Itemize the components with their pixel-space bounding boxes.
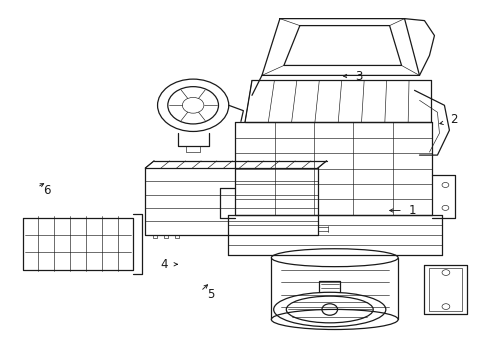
- Bar: [174, 235, 179, 238]
- Text: 6: 6: [43, 184, 51, 197]
- Bar: [152, 235, 157, 238]
- Bar: [428, 268, 462, 311]
- Bar: [163, 235, 168, 238]
- Text: 2: 2: [449, 113, 457, 126]
- Text: 3: 3: [355, 69, 362, 82]
- Text: 1: 1: [408, 204, 416, 217]
- Text: 5: 5: [206, 288, 214, 301]
- Text: 4: 4: [160, 258, 167, 271]
